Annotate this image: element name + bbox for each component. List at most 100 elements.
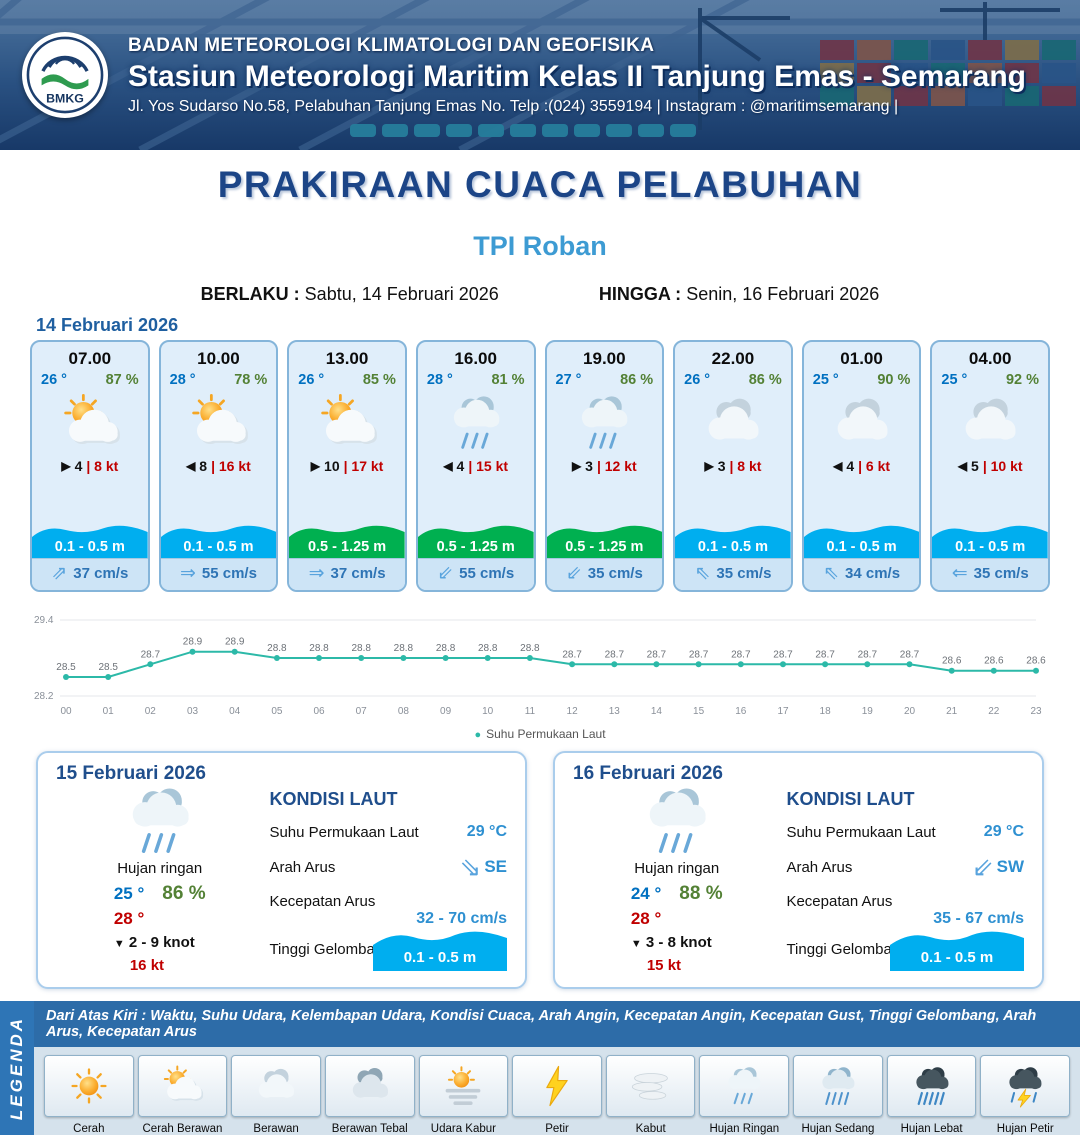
- legend-item: Hujan Sedang: [793, 1055, 883, 1135]
- wave-height-band: 0.5 - 1.25 m: [417, 520, 534, 559]
- current-direction: ⇘ SE: [460, 854, 507, 880]
- svg-text:28.7: 28.7: [900, 649, 920, 660]
- svg-text:28.6: 28.6: [942, 656, 962, 667]
- forecast-card: 10.00 28 ° 78 % ◀ 8 | 16 kt 0.1 - 0.5 m …: [158, 340, 279, 593]
- legend-label: Berawan: [253, 1123, 299, 1135]
- wind-direction-icon: ▶: [704, 459, 714, 474]
- current-speed: 35 cm/s: [973, 565, 1029, 583]
- sst-chart: 29.4 28.2 28.5 28.5 28.7 28.9 28.9 28.8 28.8 28.8…: [34, 615, 1046, 717]
- svg-text:28.5: 28.5: [56, 662, 76, 673]
- current-direction-icon: ⇖: [694, 563, 711, 585]
- wave-height-band: 0.1 - 0.5 m: [32, 520, 148, 559]
- legend-icon-box: [699, 1055, 790, 1118]
- legend-label: Petir: [545, 1123, 569, 1135]
- forecast-cards-row: 07.00 26 ° 87 % ▶ 4 | 8 kt 0.1 - 0.5 m ⇗…: [0, 340, 1080, 593]
- wind-row: ▶ 3 | 12 kt: [572, 458, 637, 474]
- forecast-time: 01.00: [840, 349, 883, 369]
- wave-height-band: 0.1 - 0.5 m: [675, 520, 791, 559]
- legend-item: Hujan Petir: [980, 1055, 1071, 1135]
- valid-until-label: HINGGA :: [598, 284, 682, 305]
- current-speed: 37 cm/s: [73, 565, 129, 583]
- daily-forecast-card-15: 15 Februari 2026 Hujan ringan 25 ° 86 % 2…: [36, 751, 527, 990]
- weather-icon: [952, 392, 1028, 454]
- humidity: 90 %: [877, 372, 911, 389]
- wave-height-value: 0.1 - 0.5 m: [183, 539, 254, 556]
- daily-wave-value: 0.1 - 0.5 m: [920, 949, 994, 967]
- wind-direction-icon: ◀: [186, 459, 196, 474]
- legend-weather-icon: [813, 1063, 863, 1109]
- svg-text:BMKG: BMKG: [46, 91, 84, 105]
- wave-height-value: 0.1 - 0.5 m: [697, 539, 768, 556]
- sea-condition-panel: KONDISI LAUT Suhu Permukaan Laut 29 °C Ar…: [263, 787, 507, 977]
- svg-text:28.6: 28.6: [984, 656, 1004, 667]
- daily-weather-icon: [625, 783, 729, 859]
- wind-speed: 10: [324, 458, 340, 475]
- legend-label: Kabut: [635, 1123, 666, 1135]
- daily-gust: 16 kt: [129, 957, 165, 975]
- wind-speed: 4: [74, 458, 83, 475]
- legend-item: Udara Kabur: [418, 1055, 509, 1135]
- daily-card-body: Hujan ringan 25 ° 86 % 28 ° ▼ 2 - 9 knot …: [56, 787, 507, 977]
- air-temperature: 26 °: [298, 372, 325, 389]
- current-speed: 34 cm/s: [845, 565, 901, 583]
- forecast-card: 13.00 26 ° 85 % ▶ 10 | 17 kt 0.5 - 1.25 …: [287, 340, 407, 593]
- wave-shape: [675, 525, 791, 559]
- wave-shape: [417, 525, 534, 559]
- wind-gust: | 10 kt: [982, 458, 1023, 475]
- svg-text:03: 03: [187, 706, 199, 717]
- svg-text:22: 22: [988, 706, 1000, 717]
- legend-weather-icon: [64, 1063, 114, 1109]
- current-row: ⇐ 35 cm/s: [932, 558, 1048, 591]
- svg-text:05: 05: [271, 706, 283, 717]
- legend-label: Hujan Ringan: [709, 1123, 780, 1135]
- svg-text:28.7: 28.7: [647, 649, 667, 660]
- wind-row: ◀ 5 | 10 kt: [958, 458, 1023, 474]
- wind-row: ◀ 4 | 6 kt: [833, 458, 890, 474]
- wind-gust: | 8 kt: [86, 458, 119, 475]
- svg-text:28.7: 28.7: [815, 649, 835, 660]
- current-direction-icon: ⇖: [823, 563, 839, 585]
- wave-height-band: 0.5 - 1.25 m: [289, 520, 405, 559]
- current-direction-label: Arah Arus: [786, 858, 853, 876]
- wind-gust: | 17 kt: [343, 458, 384, 475]
- legend-label: Berawan Tebal: [331, 1123, 408, 1135]
- forecast-time: 22.00: [711, 349, 755, 369]
- wave-height-value: 0.1 - 0.5 m: [826, 539, 897, 556]
- legend-label: Hujan Sedang: [801, 1123, 875, 1135]
- sst-chart-section: 29.4 28.2 28.5 28.5 28.7 28.9 28.9 28.8 28.8 28.8…: [30, 604, 1050, 741]
- port-background-image: [0, 0, 1080, 150]
- daily-condition: Hujan ringan: [634, 859, 720, 877]
- legend-label: Hujan Petir: [996, 1123, 1054, 1135]
- legend-weather-icon: [1000, 1063, 1050, 1109]
- sst-value: 29 °C: [466, 823, 507, 841]
- legend-label: Cerah: [73, 1123, 105, 1135]
- legend-label: Hujan Lebat: [900, 1123, 963, 1135]
- legend-item: Petir: [512, 1055, 602, 1135]
- legend-item: Berawan: [231, 1055, 321, 1135]
- valid-from-label: BERLAKU :: [200, 284, 300, 305]
- wave-shape: [803, 525, 920, 559]
- legend-item: Berawan Tebal: [324, 1055, 415, 1135]
- legend-icon-box: [793, 1055, 883, 1118]
- svg-text:28.8: 28.8: [351, 643, 371, 654]
- air-temperature: 25 °: [812, 372, 839, 389]
- svg-text:28.8: 28.8: [478, 643, 498, 654]
- wind-speed: 5: [971, 458, 979, 475]
- forecast-time: 19.00: [583, 349, 626, 369]
- sst-label: Suhu Permukaan Laut: [786, 823, 936, 841]
- legend-weather-icon: [626, 1063, 676, 1109]
- svg-text:17: 17: [777, 706, 789, 717]
- wind-speed: 3: [585, 458, 593, 475]
- wave-height-value: 0.1 - 0.5 m: [955, 539, 1026, 556]
- legend-weather-icon: [907, 1063, 957, 1109]
- svg-text:19: 19: [862, 706, 874, 717]
- daily-weather-summary: Hujan ringan 24 ° 88 % 28 ° ▼ 3 - 8 knot …: [573, 787, 780, 977]
- current-direction-icon: ⇙: [565, 563, 582, 585]
- daily-humidity: 86 %: [162, 882, 206, 904]
- current-row: ⇙ 35 cm/s: [546, 558, 663, 591]
- wave-height-value: 0.5 - 1.25 m: [436, 539, 515, 556]
- svg-text:16: 16: [735, 706, 747, 717]
- air-temperature: 28 °: [169, 372, 196, 389]
- svg-text:21: 21: [946, 706, 958, 717]
- legend-marker-icon: ●: [474, 729, 482, 742]
